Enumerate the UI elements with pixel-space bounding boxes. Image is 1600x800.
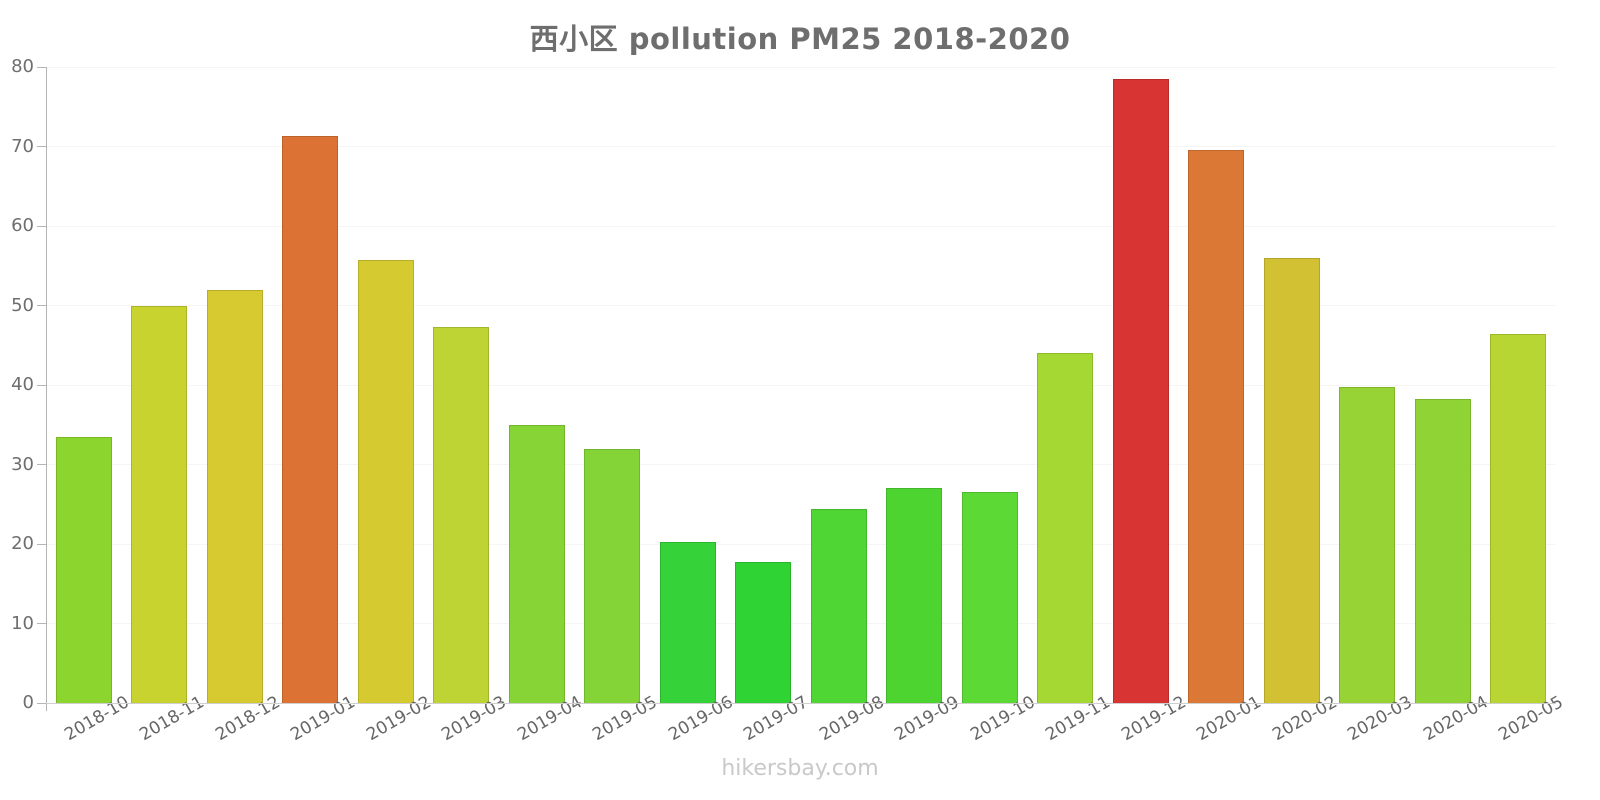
- bar-2020-02[interactable]: [1263, 257, 1320, 703]
- bar-2019-11[interactable]: [1037, 353, 1094, 703]
- y-axis-label-50: 50: [11, 294, 34, 316]
- bar-2020-01[interactable]: [1188, 149, 1245, 703]
- watermark-text: hikersbay.com: [721, 756, 879, 781]
- bar-2019-06[interactable]: [659, 541, 716, 703]
- bar-2020-05[interactable]: [1490, 334, 1547, 703]
- bar-2019-04[interactable]: [508, 424, 565, 703]
- gridline-70: [47, 146, 1556, 147]
- bar-2018-12[interactable]: [206, 289, 263, 703]
- y-axis-label-20: 20: [11, 533, 34, 554]
- bar-2019-03[interactable]: [433, 326, 490, 703]
- bar-2018-11[interactable]: [131, 305, 188, 703]
- gridline-10: [47, 623, 1556, 624]
- chart-title: 西小区 pollution PM25 2018-2020: [529, 22, 1071, 56]
- bar-2019-09[interactable]: [886, 488, 943, 703]
- gridline-60: [47, 225, 1556, 227]
- y-axis-tick-40: [37, 384, 46, 386]
- bar-2019-01[interactable]: [282, 136, 339, 703]
- y-axis-tick-50: [37, 305, 46, 306]
- y-axis-tick-70: [37, 146, 46, 147]
- gridline-30: [47, 464, 1556, 465]
- bar-2019-02[interactable]: [357, 260, 414, 703]
- y-axis-label-0: 0: [22, 692, 34, 713]
- bar-2019-07[interactable]: [735, 562, 792, 703]
- y-axis-label-60: 60: [11, 215, 34, 236]
- y-axis-tick-10: [37, 623, 46, 624]
- gridline-80: [47, 66, 1556, 68]
- y-axis-label-80: 80: [11, 56, 34, 77]
- bar-2020-03[interactable]: [1339, 387, 1396, 703]
- bar-2020-04[interactable]: [1414, 399, 1471, 703]
- gridline-50: [47, 305, 1556, 306]
- y-axis-label-10: 10: [11, 612, 34, 634]
- y-axis-label-70: 70: [11, 135, 34, 157]
- y-axis-label-30: 30: [11, 453, 34, 475]
- bar-2019-12[interactable]: [1112, 78, 1169, 703]
- y-axis-tick-60: [37, 225, 46, 227]
- y-axis-tick-80: [37, 66, 46, 68]
- y-axis-tick-30: [37, 464, 46, 465]
- y-axis-tick-0: [37, 702, 46, 704]
- y-axis-label-40: 40: [11, 374, 34, 395]
- bar-2019-08[interactable]: [810, 509, 867, 703]
- bar-2019-05[interactable]: [584, 448, 641, 703]
- bar-2018-10[interactable]: [55, 436, 112, 703]
- gridline-40: [47, 384, 1556, 386]
- bar-2019-10[interactable]: [961, 491, 1018, 703]
- x-axis-line: [46, 703, 1556, 704]
- gridline-20: [47, 543, 1556, 545]
- y-axis-line: [46, 67, 47, 711]
- y-axis-tick-20: [37, 543, 46, 545]
